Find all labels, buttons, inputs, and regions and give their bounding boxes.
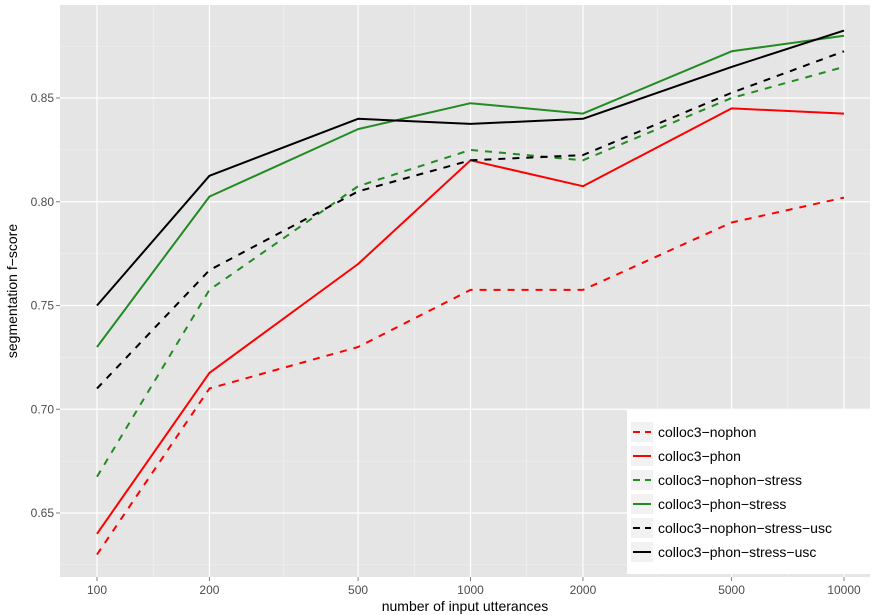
x-tick-label: 100 [87, 583, 107, 597]
legend-item-label: colloc3−phon−stress−usc [658, 544, 816, 560]
x-tick-label: 10000 [827, 583, 861, 597]
x-tick-label: 1000 [457, 583, 484, 597]
legend: colloc3−nophon colloc3−phon colloc3−nophon… [627, 410, 870, 574]
y-tick-label: 0.75 [31, 299, 55, 313]
major-grid [60, 5, 870, 577]
y-tick-label: 0.70 [31, 402, 55, 416]
y-axis: 0.65 0.70 0.75 0.80 0.85 [31, 91, 60, 520]
x-tick-label: 500 [348, 583, 368, 597]
x-tick-label: 200 [199, 583, 219, 597]
y-axis-title: segmentation f−score [4, 224, 20, 358]
series-lines [96, 29, 845, 556]
legend-key-background [631, 422, 653, 442]
legend-background [627, 410, 870, 574]
x-tick-label: 5000 [718, 583, 745, 597]
legend-item-label: colloc3−nophon [658, 424, 756, 440]
y-tick-label: 0.85 [31, 91, 55, 105]
legend-item-label: colloc3−nophon−stress [658, 472, 802, 488]
legend-item-label: colloc3−phon [658, 448, 741, 464]
x-axis: 100 200 500 1000 2000 5000 10000 [87, 577, 861, 597]
x-axis-title: number of input utterances [382, 598, 549, 614]
legend-item-label: colloc3−nophon−stress−usc [658, 520, 832, 536]
y-tick-label: 0.80 [31, 195, 55, 209]
series-line-1 [96, 196, 845, 556]
series-line-5 [96, 50, 845, 390]
series-line-4 [96, 34, 845, 348]
legend-key-background [631, 470, 653, 490]
series-line-6 [96, 29, 845, 307]
x-tick-label: 2000 [570, 583, 597, 597]
y-tick-label: 0.65 [31, 506, 55, 520]
legend-key-background [631, 518, 653, 538]
legend-item-label: colloc3−phon−stress [658, 496, 786, 512]
